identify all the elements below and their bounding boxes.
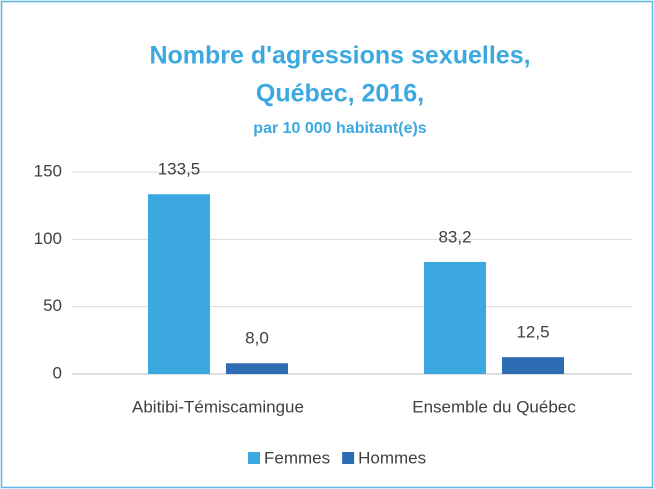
legend-label: Femmes: [264, 448, 330, 467]
x-tick-label: Ensemble du Québec: [412, 397, 576, 416]
y-tick-label: 0: [53, 363, 62, 382]
chart-title: Nombre d'agressions sexuelles,: [149, 42, 530, 70]
value-label: 8,0: [245, 329, 269, 348]
legend-label: Hommes: [358, 448, 426, 467]
chart-subtitle: par 10 000 habitant(e)s: [253, 120, 427, 137]
value-label: 133,5: [158, 160, 201, 179]
bar: [424, 261, 486, 374]
y-tick-label: 150: [34, 161, 62, 180]
legend-swatch: [342, 452, 355, 464]
bar: [148, 194, 210, 374]
bar: [502, 357, 564, 374]
value-label: 83,2: [438, 227, 471, 246]
legend-swatch: [248, 452, 260, 464]
value-label: 12,5: [516, 323, 549, 342]
bar: [226, 363, 288, 374]
chart-title: Québec, 2016,: [256, 80, 424, 108]
y-tick-label: 100: [34, 229, 62, 248]
y-tick-label: 50: [43, 296, 62, 315]
x-tick-label: Abitibi-Témiscamingue: [132, 397, 304, 416]
